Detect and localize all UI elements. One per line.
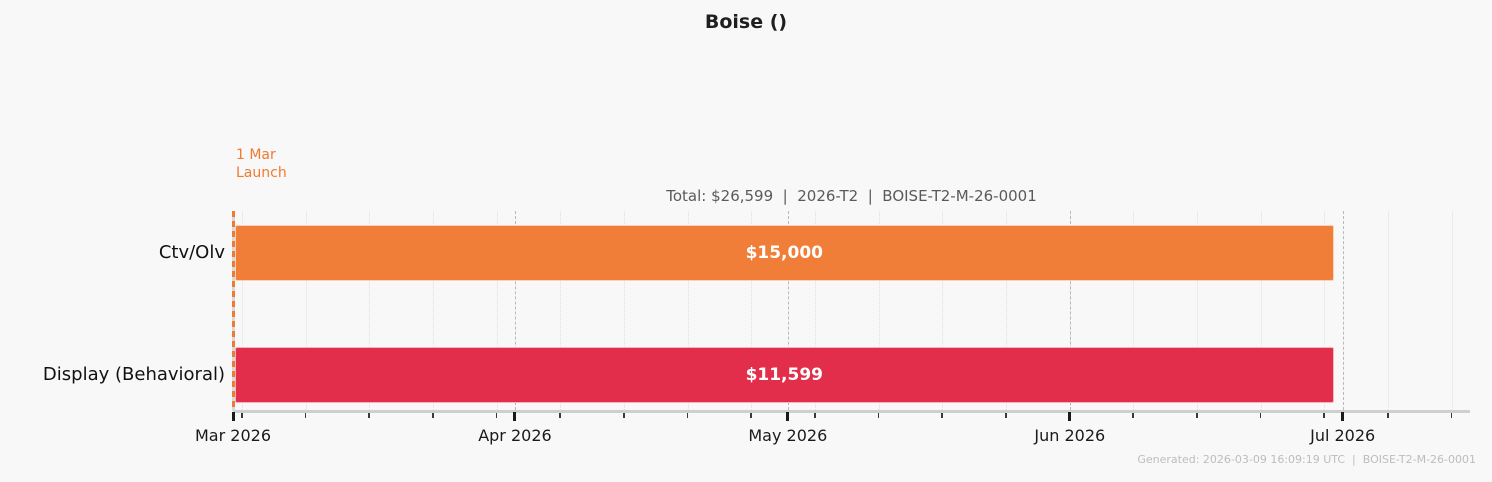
weekly-gridline — [1324, 211, 1326, 410]
x-axis-label: May 2026 — [748, 426, 828, 445]
x-axis-label: Apr 2026 — [478, 426, 552, 445]
weekly-gridline — [751, 211, 753, 410]
campaign-summary-line: Total: $26,599 | 2026-T2 | BOISE-T2-M-26… — [666, 187, 1037, 205]
axis-tick-major — [786, 412, 790, 421]
weekly-gridline — [624, 211, 626, 410]
x-axis-label: Mar 2026 — [195, 426, 271, 445]
weekly-gridline — [687, 211, 689, 410]
weekly-gridline — [1133, 211, 1135, 410]
weekly-gridline — [1197, 211, 1199, 410]
axis-tick-major — [1341, 412, 1345, 421]
axis-tick-minor — [877, 413, 880, 418]
weekly-gridline — [1388, 211, 1390, 410]
weekly-gridline — [242, 211, 244, 410]
axis-tick-minor — [304, 413, 307, 418]
month-gridline — [1342, 211, 1344, 410]
axis-tick-minor — [1387, 413, 1389, 418]
bar-value-label: $15,000 — [745, 242, 823, 263]
axis-tick-minor — [750, 413, 752, 418]
month-gridline — [787, 211, 789, 410]
flight-bar: $11,599 — [235, 346, 1334, 403]
weekly-gridline — [815, 211, 817, 410]
axis-tick-minor — [1005, 413, 1007, 418]
axis-tick-minor — [495, 413, 498, 418]
axis-tick-minor — [941, 413, 943, 418]
x-axis-line — [233, 410, 1470, 413]
axis-tick-minor — [686, 413, 689, 418]
month-gridline — [514, 211, 516, 410]
weekly-gridline — [942, 211, 944, 410]
axis-tick-minor — [1259, 413, 1262, 418]
axis-tick-minor — [559, 413, 561, 418]
weekly-gridline — [1260, 211, 1262, 410]
weekly-gridline — [560, 211, 562, 410]
axis-tick-minor — [1323, 413, 1325, 418]
axis-tick-major — [231, 412, 235, 421]
axis-tick-minor — [1450, 413, 1453, 418]
weekly-gridline — [305, 211, 307, 410]
axis-tick-minor — [368, 413, 370, 418]
launch-annotation: 1 Mar Launch — [236, 146, 287, 182]
axis-tick-minor — [432, 413, 434, 418]
axis-tick-minor — [814, 413, 816, 418]
bar-value-label: $11,599 — [745, 364, 823, 385]
weekly-gridline — [1006, 211, 1008, 410]
weekly-gridline — [878, 211, 880, 410]
flight-bar: $15,000 — [235, 224, 1334, 281]
category-label: Display (Behavioral) — [42, 363, 225, 385]
x-axis-label: Jun 2026 — [1034, 426, 1106, 445]
launch-date-line — [231, 211, 235, 411]
weekly-gridline — [1451, 211, 1453, 410]
category-label: Ctv/Olv — [158, 241, 225, 263]
weekly-gridline — [496, 211, 498, 410]
month-gridline — [1069, 211, 1071, 410]
axis-tick-minor — [1196, 413, 1198, 418]
weekly-gridline — [433, 211, 435, 410]
axis-tick-major — [513, 412, 517, 421]
axis-tick-minor — [1132, 413, 1134, 418]
axis-tick-minor — [623, 413, 625, 418]
launch-annotation-date: 1 Mar — [236, 147, 276, 163]
axis-tick-major — [1068, 412, 1072, 421]
launch-annotation-label: Launch — [236, 165, 287, 181]
x-axis-label: Jul 2026 — [1310, 426, 1376, 445]
generated-timestamp-footer: Generated: 2026-03-09 16:09:19 UTC | BOI… — [1137, 453, 1476, 466]
chart-title: Boise () — [704, 11, 788, 33]
axis-tick-minor — [241, 413, 243, 418]
weekly-gridline — [369, 211, 371, 410]
